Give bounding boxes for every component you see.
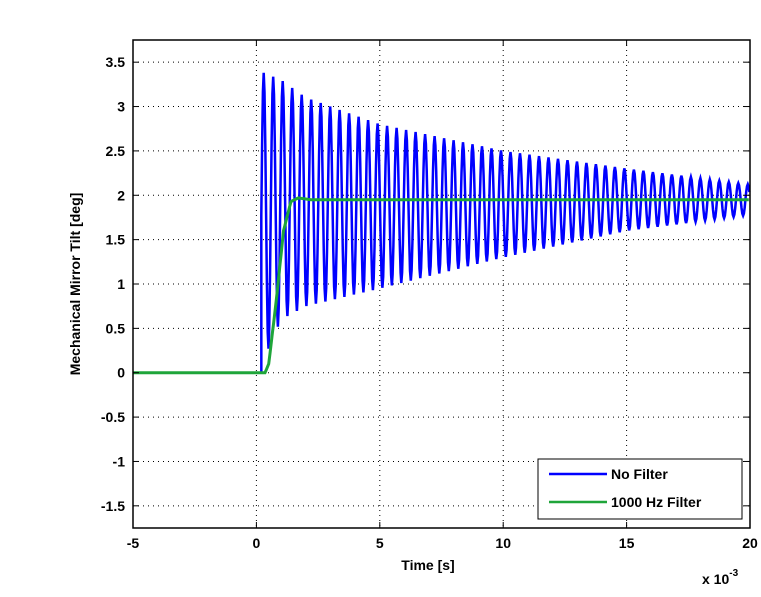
y-tick-label: 3.5 [106, 54, 126, 70]
y-tick-label: 1.5 [106, 232, 126, 248]
legend-label-no-filter: No Filter [611, 466, 668, 482]
legend-label-1000hz-filter: 1000 Hz Filter [611, 494, 702, 510]
plot-lines [133, 72, 751, 375]
x-exponent-power: -3 [729, 568, 738, 579]
x-tick-label: 0 [253, 535, 261, 551]
series-line-1000hz-filter [133, 196, 749, 375]
x-tick-label: 15 [619, 535, 635, 551]
y-tick-label: 2 [117, 187, 125, 203]
y-tick-label: 0.5 [106, 320, 126, 336]
x-tick-label: 5 [376, 535, 384, 551]
y-tick-label: -1 [113, 453, 126, 469]
legend-box [537, 458, 743, 520]
x-exponent-base: x 10 [702, 571, 729, 587]
x-axis-label: Time [s] [401, 557, 454, 573]
legend: No Filter 1000 Hz Filter [537, 458, 743, 520]
x-tick-label: -5 [127, 535, 140, 551]
y-tick-label: 1 [117, 276, 125, 292]
y-axis-label: Mechanical Mirror Tilt [deg] [67, 193, 83, 376]
series-line-no-filter [133, 72, 751, 374]
x-tick-label: 10 [495, 535, 511, 551]
plot-frame [132, 39, 751, 529]
y-tick-label: 3 [117, 99, 125, 115]
x-tick-label: 20 [742, 535, 758, 551]
grid [133, 40, 750, 528]
y-tick-label: 2.5 [106, 143, 126, 159]
y-tick-label: 0 [117, 365, 125, 381]
ticks: -5 0 5 10 15 20 3.5 3 2.5 2 1.5 1 0.5 0 -0.5 -1 -1.5 [101, 40, 758, 551]
x-exponent-label: x 10-3 [702, 568, 739, 587]
y-tick-label: -1.5 [101, 498, 125, 514]
y-tick-label: -0.5 [101, 409, 125, 425]
